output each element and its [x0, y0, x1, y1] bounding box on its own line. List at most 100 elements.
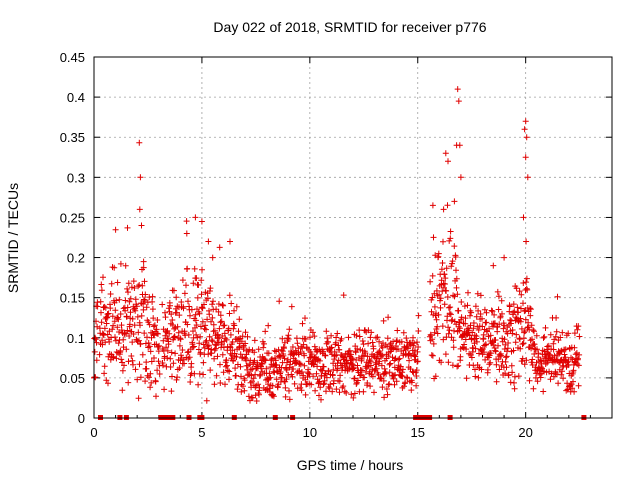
data-point [346, 347, 353, 354]
data-point [510, 347, 517, 354]
x-tick-label: 0 [90, 425, 97, 440]
data-point [456, 325, 463, 332]
data-point [474, 290, 481, 297]
data-point [167, 355, 174, 362]
data-point [133, 303, 140, 310]
data-point [211, 327, 218, 334]
data-point [456, 142, 463, 149]
data-point [282, 393, 289, 400]
data-point [122, 262, 129, 269]
data-point [124, 224, 131, 231]
data-point [207, 367, 214, 374]
data-point [121, 362, 127, 369]
data-point [369, 373, 376, 380]
data-point [455, 307, 462, 314]
data-point [308, 381, 315, 388]
data-point [458, 314, 465, 321]
data-point [483, 319, 490, 326]
data-point [498, 297, 505, 304]
data-point [405, 345, 411, 352]
data-point [502, 354, 509, 361]
data-point [217, 361, 223, 368]
data-point [359, 367, 365, 374]
x-tick-label: 10 [303, 425, 317, 440]
data-point [439, 260, 446, 266]
data-point [154, 367, 161, 374]
data-point [465, 289, 471, 296]
data-point [477, 292, 484, 299]
data-point [277, 369, 284, 375]
data-point [555, 380, 562, 387]
data-point [123, 313, 130, 320]
data-point [279, 374, 285, 381]
data-point [387, 360, 394, 367]
data-point [196, 340, 203, 347]
data-point [206, 311, 213, 318]
data-point [513, 331, 520, 338]
data-point [115, 316, 122, 323]
data-point [298, 369, 305, 375]
data-point [226, 310, 233, 317]
data-point [203, 337, 210, 344]
data-point [175, 329, 182, 336]
data-point [564, 380, 571, 387]
data-point [428, 352, 435, 359]
data-point [443, 334, 450, 341]
data-point [386, 381, 393, 387]
data-point [461, 341, 468, 348]
data-point [183, 230, 190, 237]
data-point [483, 341, 489, 348]
data-point [197, 323, 204, 330]
data-point [523, 134, 530, 141]
data-point [194, 294, 201, 301]
data-point [227, 331, 234, 338]
data-point [445, 304, 452, 311]
data-point [217, 319, 224, 326]
data-point [447, 228, 454, 235]
data-point [313, 370, 320, 377]
data-point [550, 346, 557, 353]
data-point [451, 327, 457, 334]
data-point [531, 328, 537, 335]
data-point [249, 394, 256, 401]
data-point [401, 383, 407, 390]
data-point [453, 275, 460, 282]
data-point [353, 381, 360, 387]
data-point [200, 359, 207, 366]
data-point [352, 349, 359, 356]
data-point [469, 329, 476, 336]
data-point [214, 353, 221, 360]
data-point [492, 347, 499, 354]
data-point [560, 362, 567, 369]
data-point [167, 302, 173, 309]
data-point [493, 361, 500, 368]
data-point [205, 342, 212, 349]
data-point [391, 381, 398, 388]
data-point [112, 334, 118, 341]
data-point [567, 382, 574, 389]
data-point [520, 214, 527, 221]
data-point [438, 277, 445, 284]
data-point [138, 222, 145, 229]
data-point [452, 254, 459, 260]
data-point [318, 396, 324, 403]
data-point [282, 378, 289, 385]
data-point [186, 354, 193, 361]
data-point [169, 322, 176, 328]
data-point [481, 349, 487, 356]
data-point [220, 369, 227, 376]
data-point [522, 118, 529, 125]
data-point [217, 380, 224, 386]
data-point [505, 371, 512, 378]
data-point [130, 331, 137, 337]
data-point [172, 305, 179, 312]
data-point [490, 341, 497, 348]
data-point [525, 324, 532, 330]
data-point [329, 372, 336, 379]
data-point [519, 355, 526, 362]
data-point [565, 330, 572, 337]
data-point [537, 357, 544, 364]
data-point [184, 321, 191, 328]
data-point [148, 358, 155, 365]
